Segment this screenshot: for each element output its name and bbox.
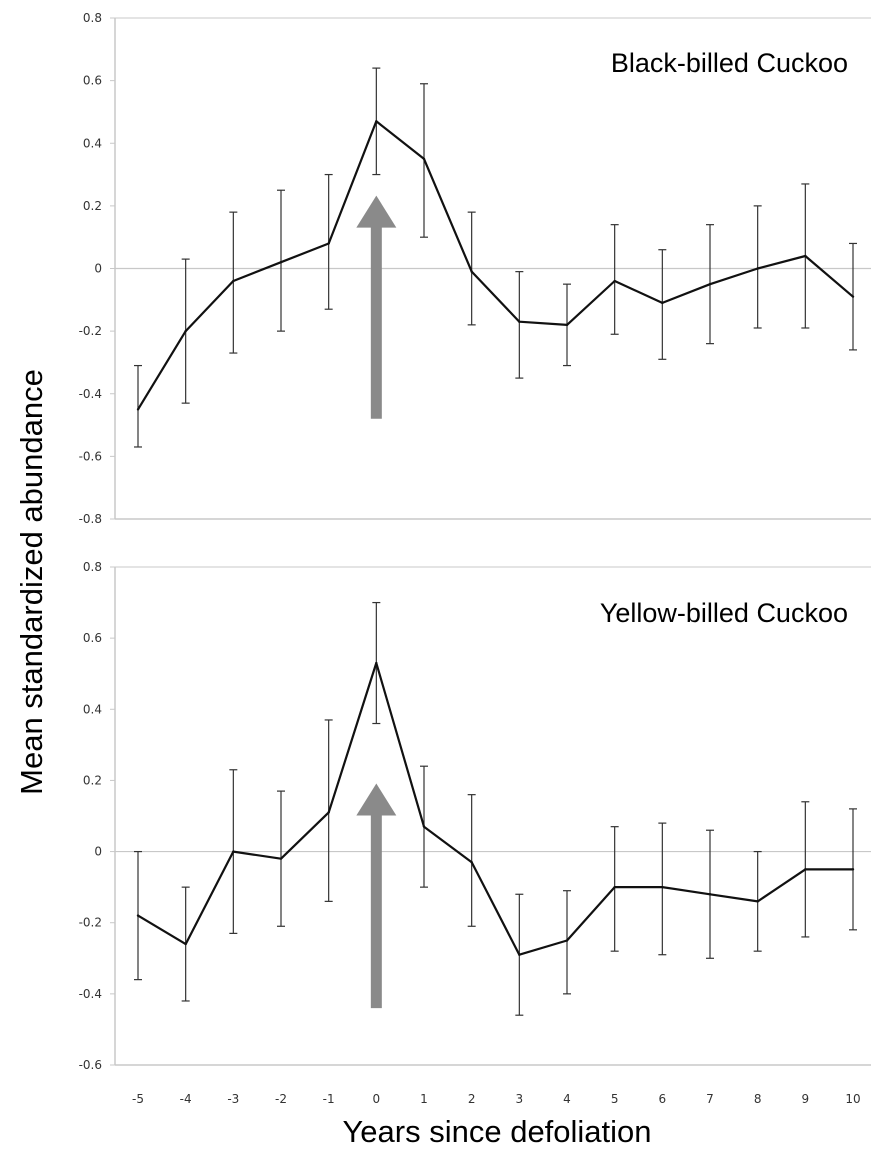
defoliation-arrow-head — [356, 195, 397, 228]
x-tick-label: -1 — [323, 1092, 335, 1106]
data-point — [661, 301, 664, 305]
data-point — [613, 885, 616, 889]
x-tick-label: 9 — [802, 1092, 810, 1106]
data-point — [708, 282, 712, 286]
data-point — [851, 295, 855, 298]
data-point — [565, 323, 569, 327]
y-tick-label: -0.6 — [79, 449, 102, 463]
y-tick-label: 0.2 — [83, 199, 102, 213]
defoliation-arrow-head — [356, 783, 397, 816]
data-point — [327, 242, 330, 245]
data-point — [422, 825, 426, 828]
data-point — [136, 408, 140, 411]
panel-yellow-billed-cuckoo: 0.8 0.6 0.4 0.2 0 -0.2 -0.4 -0.6 -5 -4 -3 -2 -1 0 1 2 3 4… — [79, 560, 871, 1106]
data-point — [327, 811, 330, 814]
y-tick-label: 0.8 — [83, 11, 102, 25]
y-tick-label: 0 — [94, 845, 102, 859]
data-point — [518, 953, 521, 956]
y-tick-label: 0.4 — [83, 702, 102, 716]
data-point — [279, 261, 283, 264]
x-tick-label: 2 — [468, 1092, 476, 1106]
data-point — [470, 270, 473, 273]
x-tick-label: 7 — [706, 1092, 714, 1106]
y-tick-label: 0.6 — [83, 74, 102, 88]
data-point — [232, 279, 235, 283]
panel-title: Yellow-billed Cuckoo — [600, 598, 848, 628]
y-tick-label: -0.2 — [79, 916, 102, 930]
x-tick-label: -4 — [180, 1092, 192, 1106]
data-point — [136, 914, 140, 917]
data-point — [661, 885, 664, 889]
y-tick-label: 0.4 — [83, 136, 102, 150]
x-tick-label: 5 — [611, 1092, 619, 1106]
x-tick-label: -3 — [227, 1092, 239, 1106]
data-point — [804, 868, 807, 871]
y-tick-label: -0.8 — [79, 512, 102, 526]
series-line — [137, 661, 853, 956]
x-axis-label: Years since defoliation — [342, 1114, 651, 1149]
y-tick-label: 0.8 — [83, 560, 102, 574]
y-tick-label: 0.6 — [83, 631, 102, 645]
x-tick-label: 0 — [373, 1092, 381, 1106]
x-tick-label: 3 — [516, 1092, 524, 1106]
data-point — [375, 661, 378, 665]
data-point — [851, 868, 855, 871]
data-point — [279, 857, 283, 860]
y-tick-label: 0.2 — [83, 773, 102, 787]
data-point — [184, 942, 187, 946]
data-point — [422, 157, 426, 161]
x-tick-label: -2 — [275, 1092, 287, 1106]
y-axis-label: Mean standardized abundance — [14, 369, 49, 795]
data-point — [184, 329, 187, 333]
data-point — [756, 267, 759, 270]
y-tick-label: -0.6 — [79, 1058, 102, 1072]
x-tick-label: 4 — [563, 1092, 571, 1106]
series-line — [137, 120, 854, 410]
x-tick-label: 6 — [659, 1092, 667, 1106]
data-point — [375, 120, 378, 123]
x-tick-label: -5 — [132, 1092, 144, 1106]
data-point — [518, 320, 521, 323]
x-tick-label: 1 — [420, 1092, 428, 1106]
y-tick-label: -0.4 — [79, 987, 102, 1001]
y-tick-label: -0.4 — [79, 387, 102, 401]
data-point — [565, 939, 569, 942]
x-tick-label: 10 — [845, 1092, 860, 1106]
y-tick-label: 0 — [94, 262, 102, 276]
panel-title: Black-billed Cuckoo — [611, 48, 848, 78]
data-point — [708, 893, 712, 896]
data-point — [804, 254, 807, 258]
y-tick-label: -0.2 — [79, 324, 102, 338]
panel-black-billed-cuckoo: 0.8 0.6 0.4 0.2 0 -0.2 -0.4 -0.6 -0.8 Black-bille… — [79, 11, 871, 526]
data-point — [613, 279, 616, 283]
x-tick-label: 8 — [754, 1092, 762, 1106]
data-point — [756, 900, 759, 903]
data-point — [232, 850, 235, 853]
data-point — [470, 861, 473, 864]
